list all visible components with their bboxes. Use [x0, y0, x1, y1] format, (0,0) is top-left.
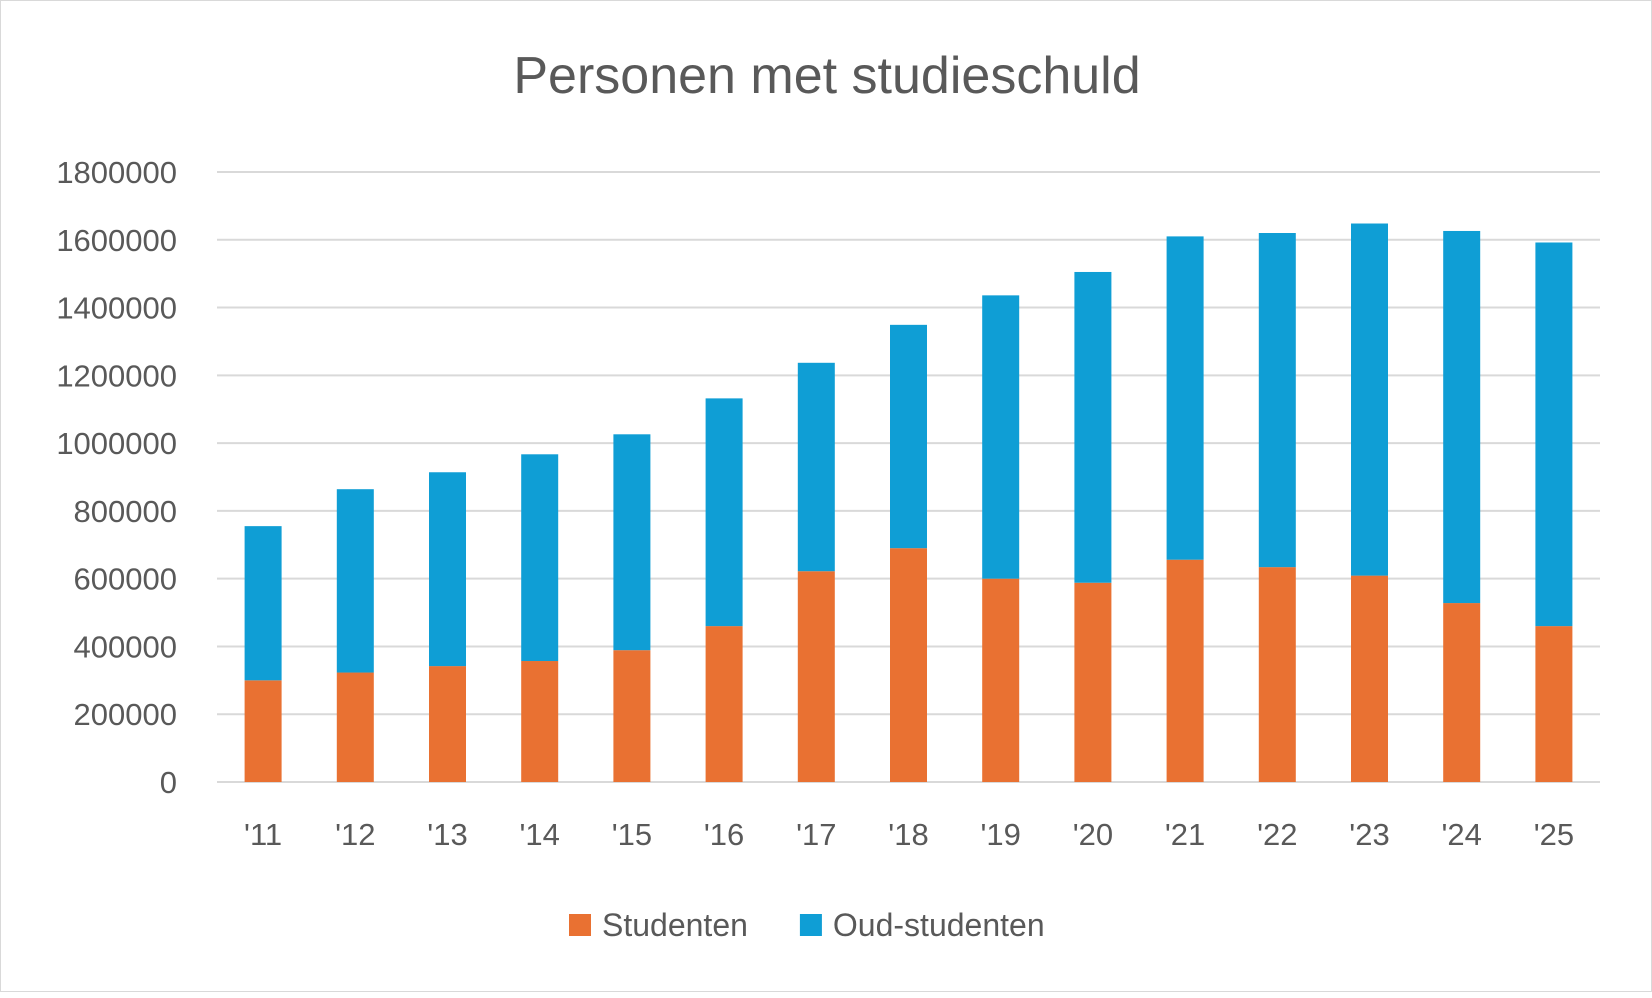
- bar-oud-studenten: [705, 398, 743, 627]
- bar-oud-studenten: [1535, 242, 1573, 627]
- y-tick-label: 400000: [74, 629, 177, 664]
- x-tick-label: '22: [1257, 817, 1297, 852]
- x-tick-label: '19: [980, 817, 1020, 852]
- bar-oud-studenten: [429, 472, 466, 667]
- legend-label: Studenten: [602, 907, 748, 943]
- x-axis-ticks: '11 '12 '13 '14 '15 '16 '17 '18 '19 '20 '21 '22 '23 '…: [244, 817, 1574, 852]
- bar-studenten: [1535, 626, 1573, 782]
- legend-swatch: [799, 914, 822, 936]
- bar-oud-studenten: [982, 295, 1020, 579]
- bar-studenten: [705, 626, 743, 782]
- bar-studenten: [1258, 567, 1296, 782]
- bar-studenten: [1443, 603, 1481, 782]
- x-tick-label: '24: [1441, 817, 1481, 852]
- bar-oud-studenten: [1166, 236, 1204, 560]
- bar-oud-studenten: [890, 324, 927, 549]
- bar-oud-studenten: [1351, 223, 1388, 576]
- x-tick-label: '14: [519, 817, 559, 852]
- bar-studenten: [1074, 582, 1112, 782]
- x-tick-label: '12: [335, 817, 375, 852]
- bar-studenten: [429, 666, 466, 782]
- y-tick-label: 1200000: [56, 358, 177, 393]
- x-tick-label: '23: [1349, 817, 1389, 852]
- y-tick-label: 1600000: [56, 223, 177, 258]
- bar-studenten: [1351, 575, 1388, 782]
- x-tick-label: '21: [1165, 817, 1205, 852]
- y-axis-ticks: 0 200000 400000 600000 800000 1000000 1200000 1…: [56, 155, 177, 800]
- bar-oud-studenten: [1443, 230, 1481, 604]
- x-tick-label: '18: [888, 817, 928, 852]
- y-tick-label: 0: [160, 765, 177, 800]
- bar-studenten: [613, 650, 651, 782]
- x-tick-label: '16: [704, 817, 744, 852]
- x-tick-label: '11: [244, 817, 282, 852]
- y-tick-label: 600000: [74, 562, 177, 597]
- x-tick-label: '25: [1534, 817, 1574, 852]
- bar-studenten: [1166, 559, 1204, 782]
- y-tick-label: 1800000: [56, 155, 177, 190]
- bar-oud-studenten: [797, 362, 835, 572]
- chart-title: Personen met studieschuld: [513, 47, 1140, 105]
- bar-oud-studenten: [336, 489, 374, 673]
- bar-studenten: [521, 661, 559, 782]
- x-tick-label: '17: [796, 817, 836, 852]
- bar-oud-studenten: [613, 434, 651, 651]
- bar-oud-studenten: [1074, 271, 1112, 583]
- x-tick-label: '15: [612, 817, 652, 852]
- y-tick-label: 800000: [74, 494, 177, 529]
- y-tick-label: 200000: [74, 697, 177, 732]
- x-tick-label: '20: [1073, 817, 1113, 852]
- legend: Studenten Oud-studenten: [569, 907, 1045, 943]
- bars: [244, 223, 1573, 782]
- bar-studenten: [982, 578, 1020, 782]
- bar-studenten: [336, 672, 374, 782]
- bar-studenten: [890, 548, 927, 782]
- y-tick-label: 1400000: [56, 291, 177, 326]
- x-tick-label: '13: [427, 817, 467, 852]
- y-tick-label: 1000000: [56, 426, 177, 461]
- bar-studenten: [797, 571, 835, 782]
- bar-oud-studenten: [521, 454, 559, 662]
- legend-label: Oud-studenten: [833, 907, 1045, 943]
- bar-studenten: [244, 680, 282, 782]
- bar-oud-studenten: [244, 526, 282, 681]
- bar-oud-studenten: [1258, 233, 1296, 568]
- legend-swatch: [569, 914, 591, 936]
